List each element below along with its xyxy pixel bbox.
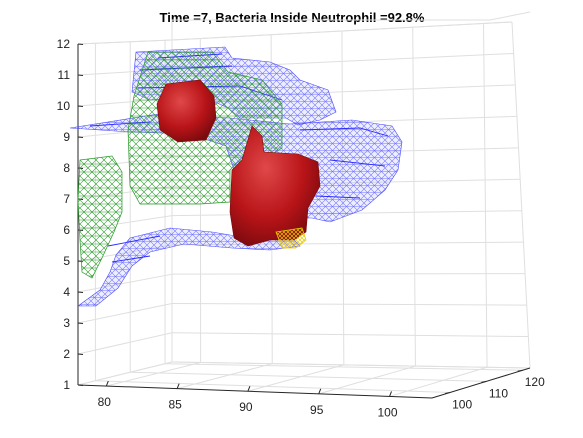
chart-title: Time =7, Bacteria Inside Neutrophil =92.… bbox=[160, 10, 425, 25]
green-left-lobe bbox=[77, 155, 123, 279]
axes bbox=[77, 43, 531, 399]
z-tick-label: 7 bbox=[63, 192, 70, 206]
x-tick-label: 90 bbox=[239, 400, 253, 414]
x-tick-label: 85 bbox=[168, 398, 182, 412]
x-tick-label: 80 bbox=[98, 395, 112, 409]
z-tick-label: 3 bbox=[63, 316, 70, 330]
x-tick-label: 100 bbox=[378, 405, 398, 419]
bacterium-highlight bbox=[275, 227, 307, 249]
z-tick-label: 9 bbox=[63, 130, 70, 144]
z-tick-label: 12 bbox=[57, 37, 71, 51]
bacterium-upper bbox=[156, 79, 217, 143]
z-tick-label: 11 bbox=[58, 68, 71, 82]
z-tick-label: 2 bbox=[63, 347, 70, 361]
y-tick-label: 100 bbox=[452, 397, 472, 411]
z-tick-label: 10 bbox=[57, 99, 71, 113]
x-tick-label: 95 bbox=[310, 403, 324, 417]
y-tick-label: 110 bbox=[489, 386, 508, 400]
yellow-mesh bbox=[275, 227, 307, 249]
z-tick-label: 5 bbox=[63, 254, 70, 268]
z-tick-label: 8 bbox=[63, 161, 70, 175]
z-tick-label: 6 bbox=[63, 223, 70, 237]
z-tick-label: 4 bbox=[63, 285, 70, 299]
z-tick-label: 1 bbox=[63, 378, 70, 392]
y-tick-label: 120 bbox=[525, 375, 545, 389]
bacteria bbox=[156, 79, 321, 247]
